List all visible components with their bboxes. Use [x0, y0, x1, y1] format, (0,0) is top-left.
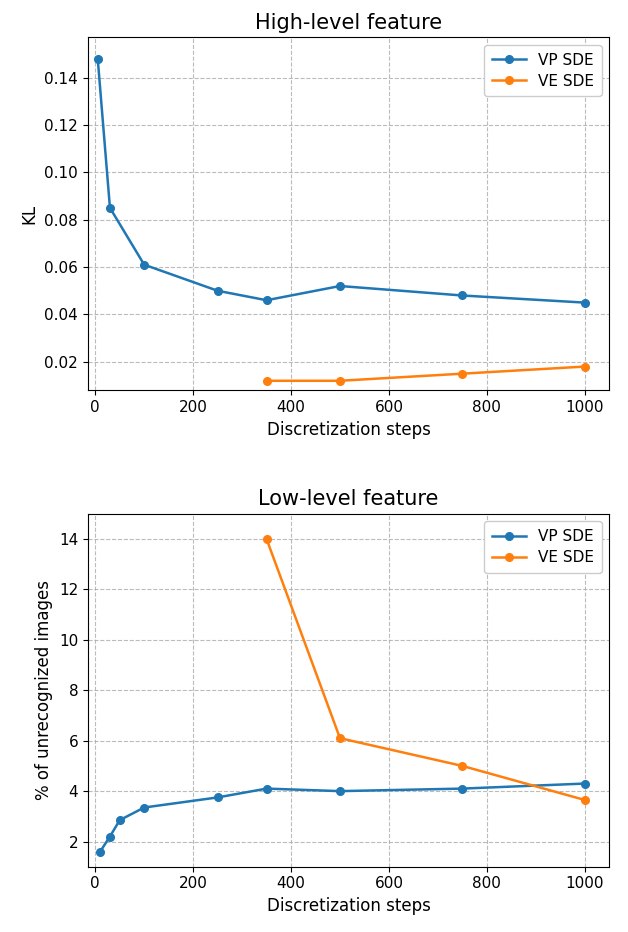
VP SDE: [141, 802, 148, 813]
VP SDE: [214, 285, 222, 296]
VP SDE: [336, 281, 344, 292]
Line: VP SDE: VP SDE: [96, 780, 588, 856]
Y-axis label: KL: KL: [21, 204, 39, 224]
X-axis label: Discretization steps: Discretization steps: [267, 897, 430, 915]
Line: VE SDE: VE SDE: [263, 363, 588, 385]
Legend: VP SDE, VE SDE: VP SDE, VE SDE: [484, 45, 602, 96]
VE SDE: [581, 361, 588, 372]
VP SDE: [214, 792, 222, 803]
VE SDE: [263, 376, 270, 387]
VP SDE: [116, 815, 124, 826]
VP SDE: [458, 783, 466, 794]
VP SDE: [263, 783, 270, 794]
VP SDE: [336, 786, 344, 797]
VE SDE: [458, 761, 466, 772]
VE SDE: [263, 533, 270, 544]
Title: High-level feature: High-level feature: [255, 13, 442, 33]
Line: VP SDE: VP SDE: [94, 55, 588, 307]
VP SDE: [96, 846, 104, 857]
Y-axis label: % of unrecognized images: % of unrecognized images: [35, 581, 53, 801]
VP SDE: [141, 259, 148, 270]
VP SDE: [458, 290, 466, 301]
VP SDE: [581, 297, 588, 308]
Legend: VP SDE, VE SDE: VP SDE, VE SDE: [484, 521, 602, 573]
VE SDE: [581, 794, 588, 805]
VE SDE: [458, 368, 466, 379]
VE SDE: [336, 376, 344, 387]
VP SDE: [106, 202, 114, 213]
VP SDE: [581, 778, 588, 789]
VP SDE: [94, 53, 102, 64]
Line: VE SDE: VE SDE: [263, 535, 588, 803]
Title: Low-level feature: Low-level feature: [258, 489, 439, 510]
X-axis label: Discretization steps: Discretization steps: [267, 420, 430, 439]
VP SDE: [263, 295, 270, 306]
VP SDE: [106, 831, 114, 843]
VE SDE: [336, 733, 344, 744]
